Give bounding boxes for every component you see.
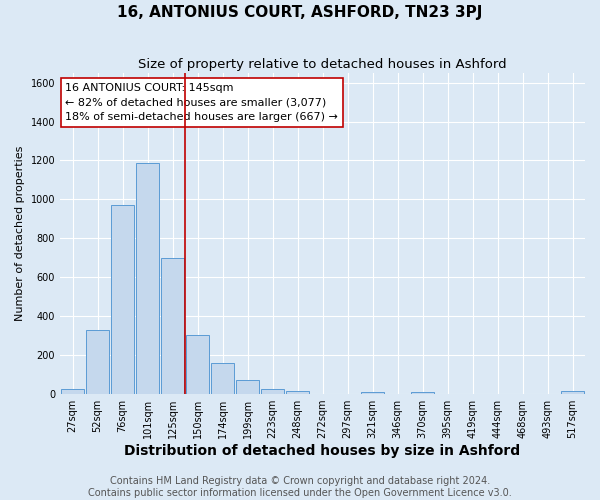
Bar: [286, 390, 309, 394]
Bar: [161, 258, 184, 394]
X-axis label: Distribution of detached houses by size in Ashford: Distribution of detached houses by size …: [124, 444, 521, 458]
Bar: [61, 388, 84, 394]
Bar: [236, 380, 259, 394]
Bar: [361, 392, 384, 394]
Y-axis label: Number of detached properties: Number of detached properties: [15, 146, 25, 321]
Bar: [411, 392, 434, 394]
Text: 16 ANTONIUS COURT: 145sqm
← 82% of detached houses are smaller (3,077)
18% of se: 16 ANTONIUS COURT: 145sqm ← 82% of detac…: [65, 82, 338, 122]
Bar: [211, 364, 234, 394]
Title: Size of property relative to detached houses in Ashford: Size of property relative to detached ho…: [138, 58, 507, 70]
Bar: [561, 392, 584, 394]
Bar: [261, 388, 284, 394]
Text: 16, ANTONIUS COURT, ASHFORD, TN23 3PJ: 16, ANTONIUS COURT, ASHFORD, TN23 3PJ: [118, 5, 482, 20]
Bar: [86, 330, 109, 394]
Bar: [111, 205, 134, 394]
Bar: [186, 336, 209, 394]
Text: Contains HM Land Registry data © Crown copyright and database right 2024.
Contai: Contains HM Land Registry data © Crown c…: [88, 476, 512, 498]
Bar: [136, 164, 159, 394]
